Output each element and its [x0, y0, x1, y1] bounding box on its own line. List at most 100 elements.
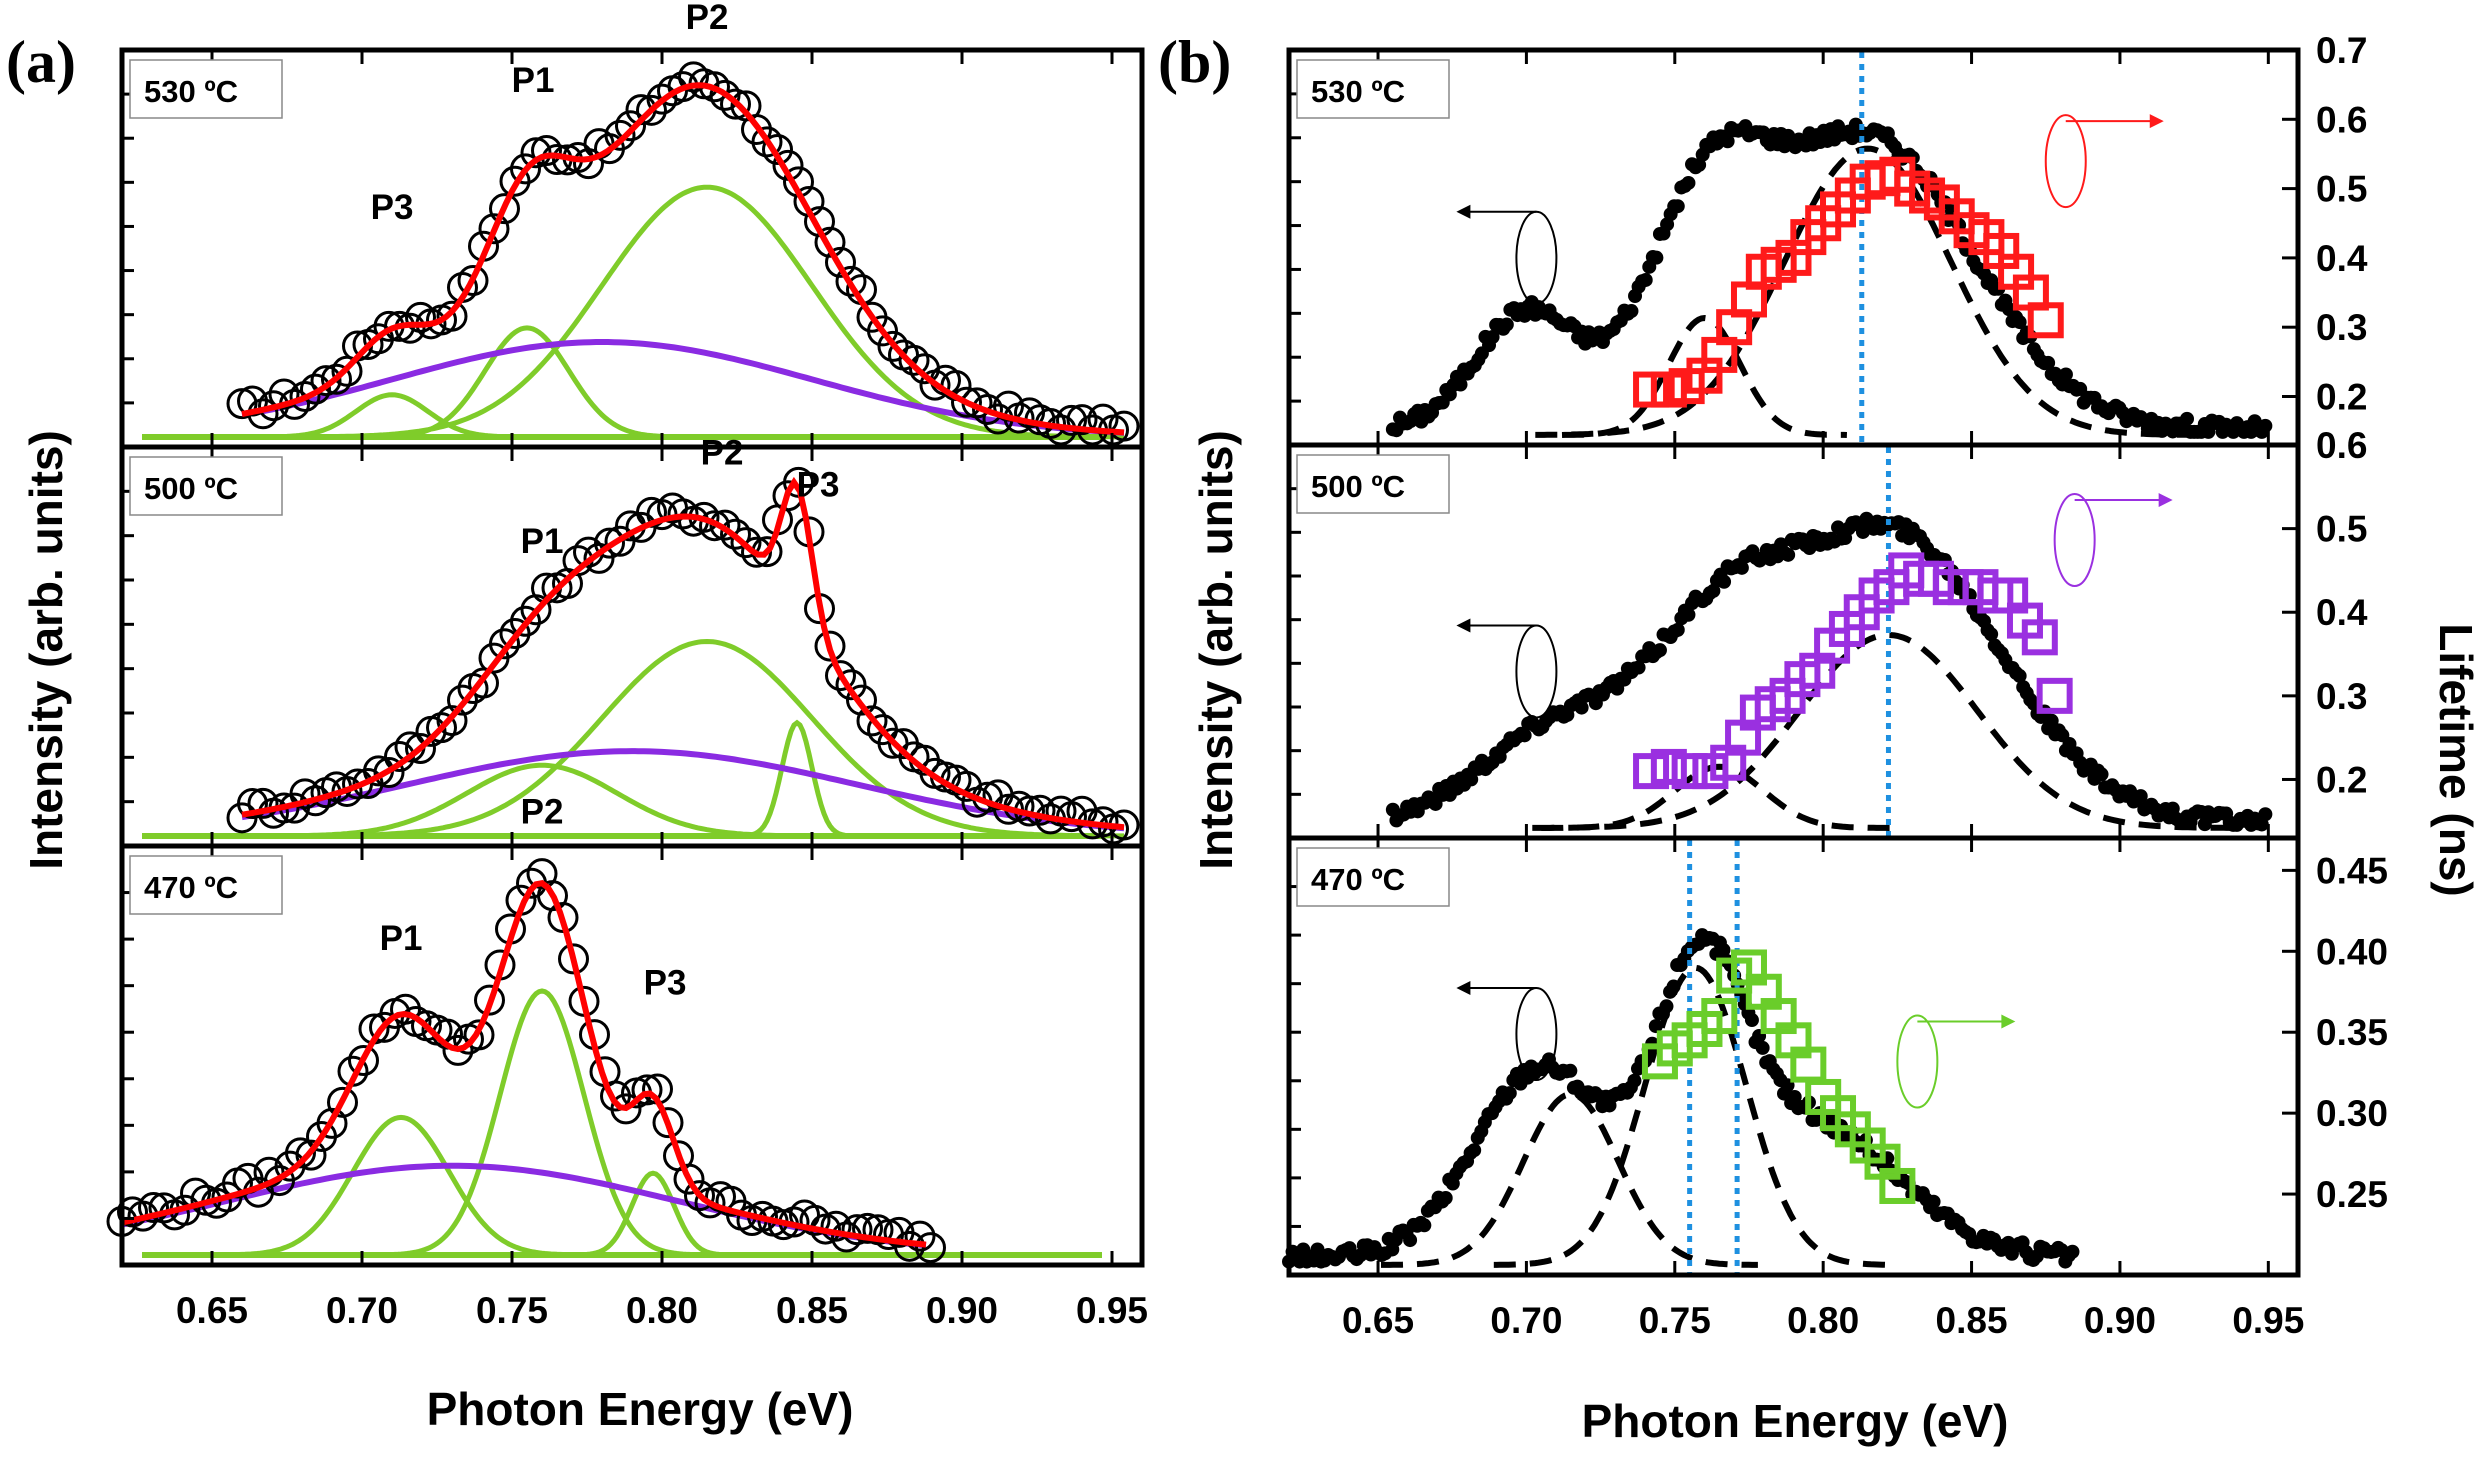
temp-box-b2 [1296, 847, 1450, 907]
data-circle [442, 1034, 474, 1066]
pl-data-point [1574, 700, 1589, 715]
data-circle [285, 1137, 316, 1169]
lifetime-point [1671, 753, 1708, 790]
x-tick-label: 0.65 [1342, 1300, 1414, 1341]
temp-box-b1 [1296, 454, 1450, 514]
peak-label-p1: P1 [521, 522, 564, 561]
arrow-left-head [1456, 618, 1471, 633]
pl-data-point [1787, 1089, 1802, 1104]
pl-data-point [2058, 367, 2073, 382]
pl-data-point [2258, 807, 2273, 822]
lifetime-point [1879, 1167, 1916, 1204]
data-circle [730, 527, 762, 559]
pl-data-point [1648, 1019, 1663, 1034]
data-circle [289, 380, 321, 412]
dashed-fit-curve [1535, 145, 2198, 438]
data-circle [457, 265, 489, 297]
x-tick-label: 0.70 [1490, 1300, 1562, 1341]
component-p2-curve [374, 988, 710, 1258]
peak-label-p3: P3 [797, 466, 840, 505]
data-circle [877, 330, 909, 362]
data-circle [558, 943, 589, 975]
pl-data-point [1717, 574, 1732, 589]
panel-a-row-0: P3 P1 P2 530 ºC [119, 0, 1145, 450]
data-circle [951, 386, 982, 418]
data-circle [373, 757, 405, 789]
dashed-fit-curve [1532, 631, 2242, 831]
x-tick-label: 0.75 [1639, 1300, 1711, 1341]
x-tick-label: 0.75 [476, 1290, 548, 1331]
pl-data-point [1744, 1013, 1759, 1028]
panel-b-row-2: 0.65 0.70 0.75 0.80 0.85 0.90 0.95 0.45 0.40 0.35… [1282, 835, 2388, 1341]
component-p3-curve [736, 719, 858, 839]
lifetime-tick-label: 0.2 [2316, 759, 2367, 800]
arrow-right-head [2149, 114, 2164, 129]
arrow-left-head [1456, 981, 1471, 996]
peak-label-p2: P2 [686, 0, 729, 37]
pl-data-point [1502, 1086, 1517, 1101]
data-circle [825, 660, 856, 692]
data-circle [321, 363, 352, 395]
data-circle [846, 684, 877, 716]
pl-data-point [1984, 627, 1999, 642]
temp-label-b1: 500 ºC [1311, 469, 1405, 504]
data-circle [489, 193, 520, 225]
x-tick-label: 0.95 [2232, 1300, 2304, 1341]
lifetime-tick-label: 0.5 [2316, 169, 2367, 210]
lifetime-tick-label: 0.6 [2316, 99, 2367, 140]
panel-a-plots: P3 P1 P2 530 ºC P1 P2 P3 500 ºC P1 P2 P3 0.65 0.70 0.… [106, 0, 1148, 1331]
pl-data-point [1681, 607, 1696, 622]
x-tick-label: 0.70 [326, 1290, 398, 1331]
pl-data-point [2180, 411, 2195, 426]
y-axis-label-left-a: Intensity (arb. units) [20, 430, 72, 870]
data-circle [327, 1086, 358, 1118]
lifetime-tick-label: 0.25 [2316, 1174, 2388, 1215]
lifetime-tick-label: 0.4 [2316, 238, 2368, 279]
x-tick-label: 0.85 [1936, 1300, 2008, 1341]
data-circle [814, 226, 846, 258]
plot-frame-b2 [1286, 835, 2301, 1278]
y-axis-label-right-b: Lifetime (ns) [2430, 623, 2482, 896]
total-fit-curve [241, 82, 1125, 436]
data-circle [835, 265, 867, 297]
pl-data-point [1485, 330, 1500, 345]
data-circle [348, 1045, 379, 1077]
data-circle [799, 1204, 831, 1236]
data-circle [604, 119, 636, 151]
temp-label-b0: 530 ºC [1311, 74, 1405, 109]
data-circle [447, 684, 478, 716]
peak-label-p3: P3 [644, 964, 687, 1003]
pl-data-point [2012, 668, 2027, 683]
data-circle [841, 1214, 873, 1246]
data-circle [510, 153, 541, 185]
x-tick-label: 0.95 [1076, 1290, 1148, 1331]
data-circle [667, 498, 699, 530]
data-circle [720, 88, 751, 120]
pl-data-point [1624, 304, 1639, 319]
data-circle [474, 984, 505, 1016]
pl-data-point [1627, 1073, 1642, 1088]
data-circle [684, 1180, 715, 1212]
peak-label-p1: P1 [380, 919, 423, 958]
pl-data-point [2258, 418, 2273, 433]
data-circle [436, 705, 468, 737]
pl-data-point [1310, 1242, 1325, 1257]
pl-data-point [1453, 377, 1468, 392]
data-circle [720, 518, 751, 550]
data-circle [636, 94, 667, 126]
arrow-right-head [2001, 1014, 2016, 1029]
data-circle [814, 630, 846, 662]
lifetime-tick-label: 0.45 [2316, 850, 2388, 891]
panel-b-label: (b) [1158, 29, 1231, 95]
dashed-fit-curve [1381, 1091, 1758, 1268]
x-tick-label: 0.80 [1787, 1300, 1859, 1341]
pl-data-point [1802, 541, 1817, 556]
data-circle [436, 300, 468, 332]
pl-data-point [1499, 317, 1514, 332]
pl-data-point [1926, 1194, 1941, 1209]
data-circle [295, 1139, 327, 1171]
lifetime-point [2027, 302, 2064, 339]
x-axis-label-a: Photon Energy (eV) [427, 1383, 854, 1435]
pl-data-point [1464, 772, 1479, 787]
